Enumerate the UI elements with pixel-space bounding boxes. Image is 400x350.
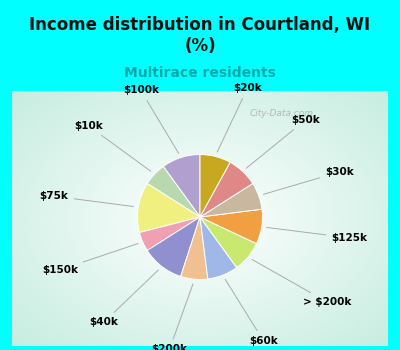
Text: $10k: $10k bbox=[74, 121, 151, 171]
Text: $125k: $125k bbox=[266, 228, 368, 243]
Wedge shape bbox=[138, 183, 200, 232]
Text: > $200k: > $200k bbox=[252, 259, 351, 307]
Wedge shape bbox=[200, 217, 237, 279]
Wedge shape bbox=[200, 217, 256, 267]
Text: $20k: $20k bbox=[217, 83, 262, 152]
Wedge shape bbox=[200, 209, 262, 244]
Text: $200k: $200k bbox=[152, 284, 193, 350]
Text: $75k: $75k bbox=[40, 191, 134, 206]
Text: Income distribution in Courtland, WI
(%): Income distribution in Courtland, WI (%) bbox=[30, 16, 370, 55]
Text: Multirace residents: Multirace residents bbox=[124, 66, 276, 80]
Text: $60k: $60k bbox=[225, 279, 278, 346]
Text: City-Data.com: City-Data.com bbox=[250, 108, 314, 118]
Text: $150k: $150k bbox=[42, 244, 138, 275]
Wedge shape bbox=[200, 154, 230, 217]
Text: $30k: $30k bbox=[263, 167, 354, 194]
Text: $50k: $50k bbox=[246, 115, 320, 168]
Wedge shape bbox=[147, 167, 200, 217]
Wedge shape bbox=[147, 217, 200, 276]
Wedge shape bbox=[140, 217, 200, 251]
Wedge shape bbox=[200, 162, 253, 217]
Text: $100k: $100k bbox=[123, 85, 179, 153]
Text: $40k: $40k bbox=[90, 270, 158, 327]
Wedge shape bbox=[181, 217, 208, 280]
Wedge shape bbox=[200, 183, 262, 217]
Wedge shape bbox=[163, 154, 200, 217]
